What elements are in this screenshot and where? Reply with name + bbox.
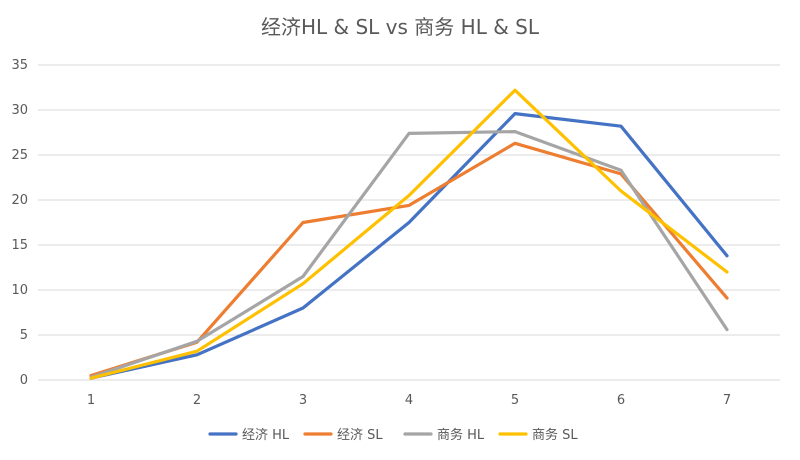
legend-label: 商务 HL — [437, 427, 485, 443]
y-tick-label: 35 — [11, 58, 28, 73]
y-axis-ticks: 0 5 10 15 20 25 30 35 — [11, 58, 28, 388]
x-tick-label: 7 — [723, 393, 731, 408]
y-tick-label: 30 — [11, 103, 28, 118]
x-axis-ticks: 1 2 3 4 5 6 7 — [87, 393, 731, 408]
legend-label: 经济 SL — [337, 428, 383, 443]
y-tick-label: 10 — [11, 283, 28, 298]
series-line-2 — [89, 141, 729, 378]
x-tick-label: 4 — [405, 393, 413, 408]
y-tick-label: 25 — [11, 148, 28, 163]
y-tick-label: 20 — [11, 193, 28, 208]
x-tick-label: 5 — [511, 393, 519, 408]
x-tick-label: 6 — [617, 393, 625, 408]
series-line-1 — [89, 111, 729, 380]
chart-title: 经济HL & SL vs 商务 HL & SL — [261, 15, 540, 39]
legend-label: 经济 HL — [242, 428, 290, 443]
y-tick-label: 15 — [11, 238, 28, 253]
x-tick-label: 2 — [193, 393, 201, 408]
x-tick-label: 3 — [299, 393, 307, 408]
grid — [38, 64, 780, 381]
legend-label: 商务 SL — [532, 427, 578, 443]
x-tick-label: 1 — [87, 393, 95, 408]
legend: 经济 HL 经济 SL 商务 HL 商务 SL — [208, 427, 578, 443]
series-line-4 — [89, 88, 729, 380]
series-lines — [89, 88, 729, 380]
y-tick-label: 5 — [20, 328, 28, 343]
y-tick-label: 0 — [20, 373, 28, 388]
series-line-3 — [89, 130, 729, 379]
